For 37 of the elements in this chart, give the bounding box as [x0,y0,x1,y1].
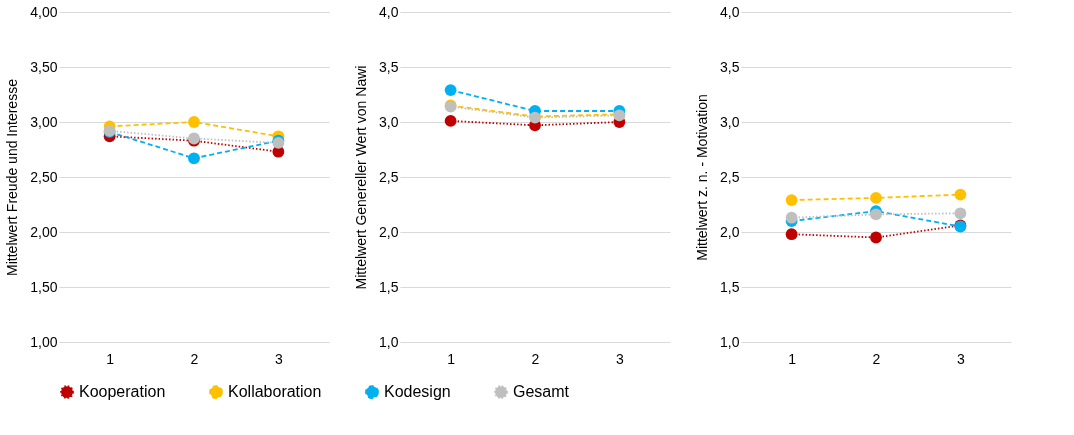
y-tick-label: 2,00 [30,223,58,240]
x-tick-label: 3 [615,350,624,367]
y-tick-label: 3,0 [379,113,399,130]
legend-label: Kodesign [384,383,451,401]
y-tick-label: 2,0 [720,223,740,240]
legend-label: Kollaboration [228,383,322,401]
y-axis-title: Mittelwert z. n. - Motivation [694,94,711,261]
legend-label: Kooperation [79,383,166,401]
x-tick-label: 2 [872,350,881,367]
y-tick-label: 1,50 [30,278,58,295]
y-tick-label: 3,0 [720,113,740,130]
y-tick-label: 2,0 [379,223,399,240]
x-tick-label: 3 [956,350,965,367]
y-axis-title: Mittelwert Genereller Wert von Nawi [353,65,370,290]
y-tick-label: 3,00 [30,113,58,130]
y-tick-label: 2,5 [379,168,399,185]
x-tick-label: 3 [274,350,283,367]
x-tick-label: 1 [788,350,797,367]
y-axis-title: Mittelwert Freude und Interesse [4,78,21,276]
y-tick-label: 3,5 [379,58,399,75]
y-tick-label: 1,0 [379,333,399,350]
y-tick-label: 1,0 [720,333,740,350]
y-tick-label: 2,5 [720,168,740,185]
y-tick-label: 1,00 [30,333,58,350]
y-tick-label: 3,5 [720,58,740,75]
y-tick-label: 4,0 [720,3,740,20]
y-tick-label: 1,5 [379,278,399,295]
y-tick-label: 2,50 [30,168,58,185]
y-tick-label: 4,00 [30,3,58,20]
y-tick-label: 4,0 [379,3,399,20]
x-tick-label: 1 [447,350,456,367]
legend-label: Gesamt [513,383,570,401]
x-tick-label: 1 [106,350,115,367]
y-tick-label: 3,50 [30,58,58,75]
y-tick-label: 1,5 [720,278,740,295]
x-tick-label: 2 [531,350,540,367]
x-tick-label: 2 [190,350,199,367]
